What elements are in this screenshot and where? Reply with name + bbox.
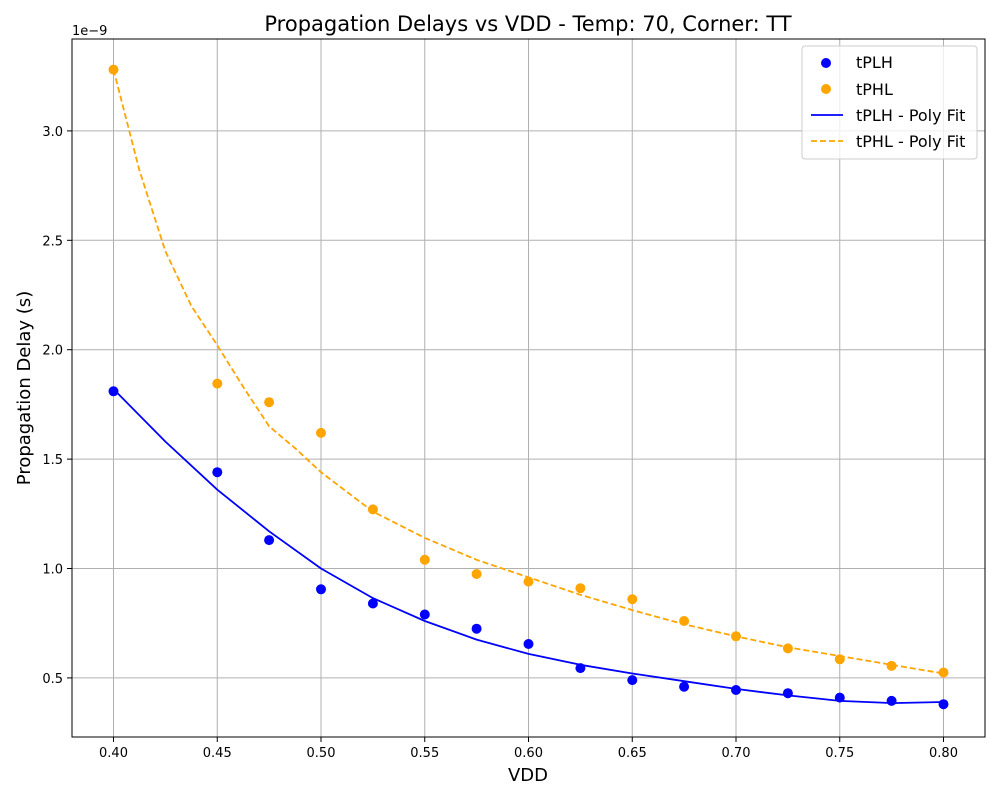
data-point-tplh: [212, 467, 223, 478]
data-point-tplh: [731, 685, 741, 695]
grid: [72, 39, 985, 737]
data-point-tphl: [938, 667, 949, 678]
x-tick-label: 0.65: [618, 746, 647, 761]
x-tick-label: 0.50: [307, 746, 336, 761]
data-point-tplh: [419, 609, 430, 620]
x-axis-label: VDD: [508, 765, 548, 786]
legend-label-tplh: tPLH: [856, 53, 893, 72]
data-point-tplh: [782, 688, 793, 699]
data-point-tplh: [886, 695, 897, 706]
data-point-tplh: [834, 692, 845, 703]
y-tick-label: 3.0: [42, 125, 63, 140]
y-tick-label: 2.0: [42, 344, 63, 359]
series-line-tplh-poly-fit: [112, 388, 944, 704]
scatter-points: [108, 64, 949, 710]
y-tick-label: 1.5: [42, 453, 63, 468]
y-offset-label: 1e−9: [72, 24, 107, 39]
data-point-tphl: [886, 660, 897, 671]
data-point-tphl: [316, 427, 326, 438]
legend-marker-tphl: [821, 84, 831, 94]
x-tick-label: 0.75: [825, 746, 854, 761]
data-point-tplh: [264, 535, 275, 546]
x-tick-label: 0.60: [514, 746, 543, 761]
data-point-tphl: [212, 378, 223, 389]
data-point-tplh: [679, 681, 690, 692]
x-axis-ticks: 0.40 0.45 0.50 0.55 0.60 0.65 0.70 0.75 0.80: [99, 737, 958, 761]
data-point-tplh: [367, 598, 378, 609]
data-point-tphl: [731, 631, 741, 642]
data-point-tphl: [419, 554, 430, 565]
y-axis-label: Propagation Delay (s): [14, 291, 35, 485]
legend-label-tplh-fit: tPLH - Poly Fit: [856, 106, 965, 125]
data-point-tplh: [471, 623, 482, 634]
data-point-tplh: [523, 639, 534, 649]
legend: tPLH tPHL tPLH - Poly Fit tPHL - Poly Fi…: [801, 45, 978, 160]
data-point-tphl: [367, 504, 378, 515]
legend-box: [801, 45, 978, 160]
data-point-tplh: [627, 675, 638, 686]
x-tick-label: 0.80: [929, 746, 958, 761]
data-point-tplh: [938, 699, 949, 710]
data-point-tplh: [316, 584, 326, 595]
x-tick-label: 0.55: [410, 746, 439, 761]
data-point-tphl: [627, 594, 638, 605]
x-tick-label: 0.45: [203, 746, 232, 761]
y-tick-label: 2.5: [42, 234, 63, 249]
legend-marker-tplh: [821, 58, 831, 68]
legend-label-tphl-fit: tPHL - Poly Fit: [856, 132, 965, 151]
data-point-tplh: [575, 663, 586, 674]
data-point-tphl: [679, 616, 690, 626]
data-point-tphl: [575, 583, 586, 594]
data-point-tphl: [834, 654, 845, 665]
data-point-tphl: [108, 64, 119, 75]
series-line-tphl-poly-fit: [112, 69, 944, 675]
data-point-tplh: [108, 386, 119, 397]
legend-label-tphl: tPHL: [856, 80, 893, 99]
x-tick-label: 0.40: [99, 746, 128, 761]
data-point-tphl: [523, 576, 534, 587]
x-tick-label: 0.70: [722, 746, 751, 761]
y-tick-label: 1.0: [42, 563, 63, 578]
y-tick-label: 0.5: [42, 672, 63, 687]
chart-title: Propagation Delays vs VDD - Temp: 70, Co…: [264, 12, 791, 36]
data-point-tphl: [782, 643, 793, 654]
data-point-tphl: [264, 397, 275, 408]
y-axis-ticks: 0.5 1.0 1.5 2.0 2.5 3.0: [42, 125, 72, 687]
fit-lines: [112, 69, 944, 704]
data-point-tphl: [471, 569, 482, 579]
